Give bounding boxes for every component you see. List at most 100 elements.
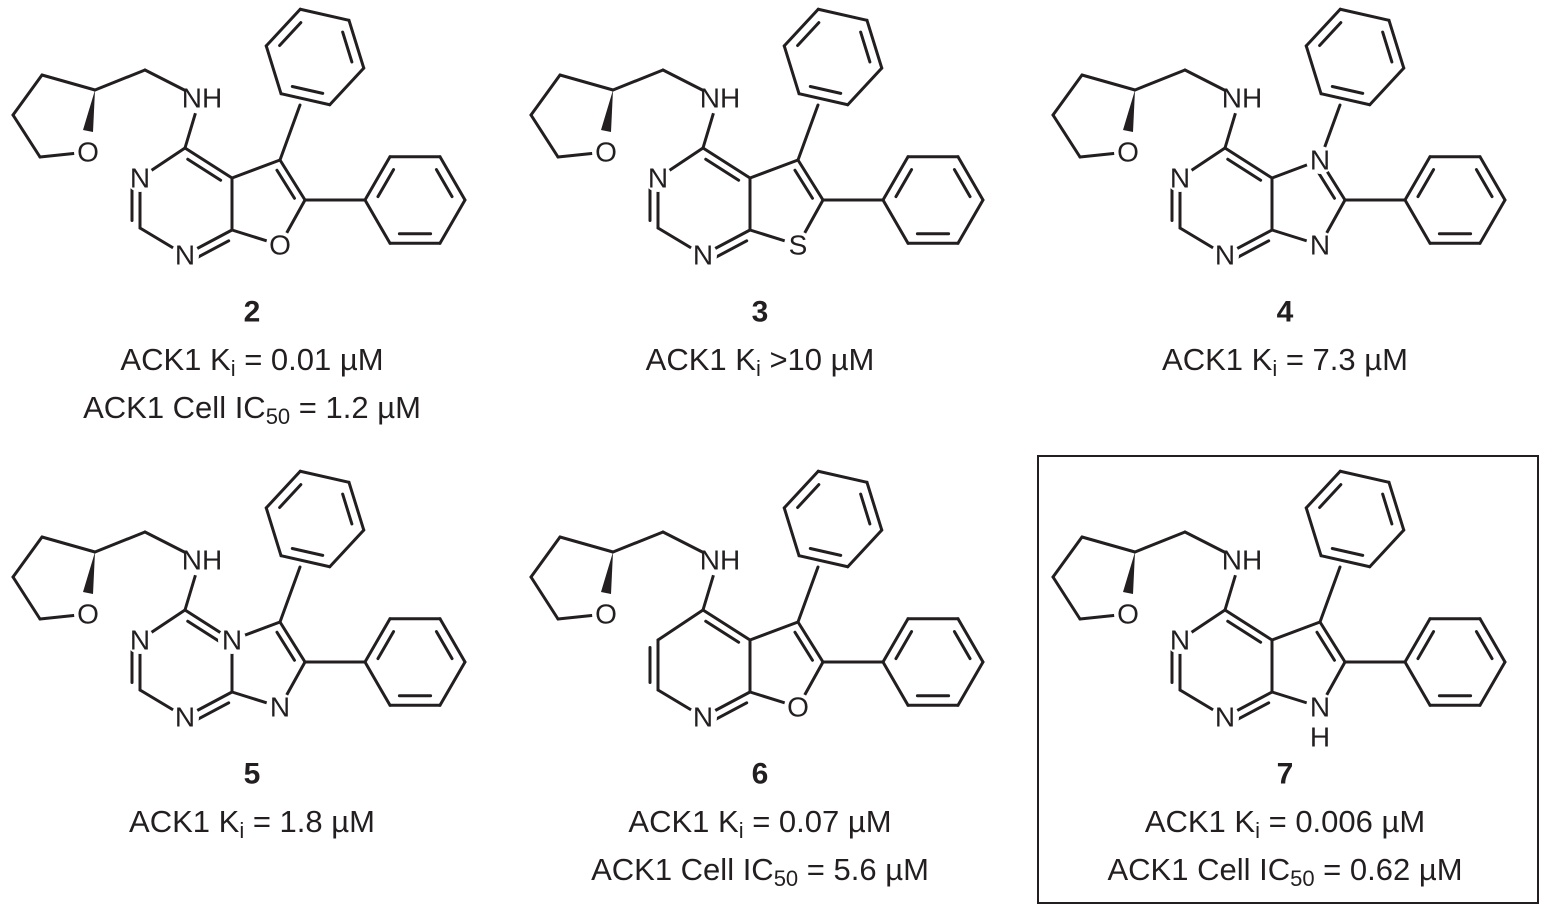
bond — [956, 198, 985, 245]
bond — [11, 113, 42, 159]
bond — [1403, 198, 1432, 245]
bond — [956, 155, 985, 202]
atom-mask — [1224, 82, 1256, 114]
bond — [1474, 168, 1494, 199]
bond — [1051, 113, 1082, 159]
bond — [748, 158, 800, 180]
bond — [341, 492, 354, 526]
caption-text: ACK1 Cell IC — [83, 390, 266, 425]
caption-line: ACK1 Cell IC50 = 5.6 µM — [591, 852, 929, 891]
wedge-bond — [1123, 552, 1135, 594]
atom-label: NH — [1222, 545, 1262, 576]
compound-number: 4 — [1277, 296, 1294, 329]
atom-label: N — [1310, 692, 1330, 723]
atom-mask — [74, 138, 102, 166]
bond — [816, 7, 869, 22]
bond — [1387, 480, 1406, 532]
compound-number: 3 — [752, 296, 769, 329]
bond — [796, 103, 820, 162]
atom-mask — [184, 544, 216, 576]
caption-line: ACK1 Ki >10 µM — [646, 342, 875, 381]
caption-line: ACK1 Ki = 1.8 µM — [129, 804, 375, 843]
bond — [1051, 535, 1084, 579]
bond — [881, 198, 910, 245]
bond — [341, 30, 354, 64]
bond — [278, 483, 303, 509]
bond — [1330, 546, 1365, 557]
bond — [865, 480, 884, 532]
bond — [1133, 530, 1187, 554]
caption-line: ACK1 Cell IC50 = 0.62 µM — [1107, 852, 1462, 891]
atom-mask — [171, 241, 199, 269]
bond — [529, 575, 560, 621]
caption-text: ACK1 Cell IC — [591, 852, 774, 887]
atom-mask — [1166, 626, 1194, 654]
caption-text: ACK1 K — [1145, 804, 1256, 839]
bond — [264, 506, 283, 558]
bond — [275, 168, 296, 200]
bond — [1223, 146, 1274, 180]
bond — [275, 630, 296, 662]
atom-mask — [1114, 600, 1142, 628]
atom-label: O — [787, 692, 809, 723]
bond — [290, 546, 325, 557]
bond — [1304, 506, 1323, 558]
bond — [748, 620, 800, 642]
atom-label: N — [693, 240, 713, 271]
compound-number: 6 — [752, 758, 769, 791]
bond — [278, 103, 302, 162]
bond — [376, 168, 396, 199]
atom-label: NH — [182, 545, 222, 576]
atom-label: N — [175, 240, 195, 271]
bond — [328, 66, 366, 107]
bond — [782, 7, 820, 48]
atom-mask — [126, 164, 154, 192]
atom-label: NH — [1222, 83, 1262, 114]
bond — [11, 73, 44, 117]
bond — [40, 73, 97, 92]
bond — [712, 239, 749, 260]
bond — [704, 619, 741, 644]
bond — [1368, 528, 1406, 569]
caption-text: = 1.2 µM — [290, 390, 421, 425]
bond — [1318, 620, 1347, 664]
bond — [782, 506, 801, 558]
bond — [894, 168, 914, 199]
atom-mask — [592, 138, 620, 166]
bond — [264, 469, 302, 510]
atom-label: N — [1170, 163, 1190, 194]
atom-label: N — [222, 625, 242, 656]
bond — [438, 617, 467, 664]
atom-mask — [126, 626, 154, 654]
bond — [558, 73, 615, 92]
bond — [808, 546, 843, 557]
bond — [1387, 18, 1406, 70]
bond — [1319, 554, 1372, 569]
bond — [194, 701, 231, 722]
bond — [558, 535, 615, 554]
caption-line: ACK1 Ki = 0.07 µM — [628, 804, 891, 843]
bond — [438, 660, 467, 707]
bond — [796, 158, 825, 202]
wedge-bond — [1123, 90, 1135, 132]
bond — [859, 30, 872, 64]
bond — [846, 528, 884, 569]
atom-label: NH — [182, 83, 222, 114]
bond — [438, 155, 467, 202]
bond — [793, 630, 814, 662]
bond — [347, 18, 366, 70]
atom-mask — [1306, 146, 1334, 174]
atom-mask — [1306, 723, 1334, 751]
caption-text: ACK1 K — [1162, 342, 1273, 377]
bond — [881, 155, 910, 202]
atom-mask — [1224, 544, 1256, 576]
bond — [93, 530, 147, 554]
bond — [956, 660, 985, 707]
bond — [1403, 155, 1432, 202]
caption-text: = 7.3 µM — [1277, 342, 1408, 377]
bond — [529, 73, 562, 117]
atom-label: N — [270, 692, 290, 723]
caption-line: ACK1 Ki = 0.006 µM — [1145, 804, 1425, 843]
bond — [434, 630, 454, 661]
